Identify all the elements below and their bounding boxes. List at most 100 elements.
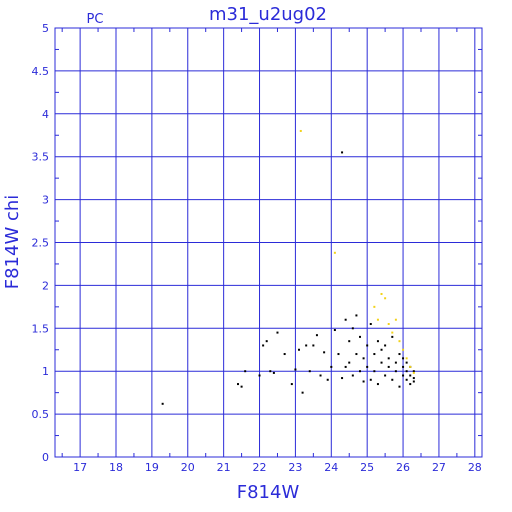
data-point-black bbox=[359, 370, 361, 373]
x-tick-label: 27 bbox=[432, 461, 446, 474]
x-tick-label: 22 bbox=[253, 461, 267, 474]
y-tick-label: 4 bbox=[42, 108, 49, 121]
data-point-black bbox=[355, 353, 358, 356]
data-point-black bbox=[161, 402, 164, 405]
x-tick-label: 17 bbox=[73, 461, 87, 474]
y-tick-label: 2.5 bbox=[32, 237, 50, 250]
y-tick-label: 3.5 bbox=[32, 151, 50, 164]
data-point-black bbox=[402, 365, 405, 368]
data-point-black bbox=[344, 318, 347, 321]
chart-title: m31_u2ug02 bbox=[209, 4, 327, 25]
data-point-black bbox=[305, 344, 308, 347]
y-tick-label: 0.5 bbox=[32, 408, 50, 421]
data-point-black bbox=[344, 365, 347, 368]
data-point-black bbox=[351, 374, 354, 377]
data-point-black bbox=[387, 357, 390, 360]
data-point-black bbox=[341, 151, 344, 154]
x-tick-label: 25 bbox=[360, 461, 374, 474]
data-point-black bbox=[283, 353, 286, 356]
data-point-black bbox=[376, 383, 379, 386]
data-point-black bbox=[394, 361, 397, 364]
y-tick-label: 1.5 bbox=[32, 322, 50, 335]
x-tick-label: 19 bbox=[145, 461, 159, 474]
data-point-black bbox=[337, 353, 340, 356]
data-point-black bbox=[330, 365, 333, 368]
y-tick-label: 2 bbox=[42, 279, 49, 292]
data-point-black bbox=[405, 378, 408, 381]
data-point-black bbox=[323, 351, 326, 354]
data-point-black bbox=[387, 365, 390, 368]
data-point-black bbox=[301, 391, 304, 394]
data-point-black bbox=[409, 383, 412, 386]
data-point-black bbox=[240, 385, 243, 388]
data-point-black bbox=[402, 357, 405, 360]
data-point-black bbox=[262, 344, 265, 347]
data-point-yellow bbox=[412, 371, 415, 374]
data-point-yellow bbox=[394, 318, 397, 321]
data-point-yellow bbox=[402, 348, 405, 351]
data-point-black bbox=[366, 344, 369, 347]
data-point-black bbox=[258, 374, 261, 377]
data-point-yellow bbox=[387, 323, 390, 326]
data-point-black bbox=[237, 383, 239, 386]
data-point-black bbox=[348, 340, 351, 343]
data-point-black bbox=[362, 380, 365, 383]
data-point-black bbox=[369, 323, 372, 326]
x-tick-label: 23 bbox=[288, 461, 302, 474]
data-point-black bbox=[412, 377, 415, 380]
data-point-black bbox=[362, 357, 365, 360]
data-point-black bbox=[373, 353, 376, 356]
x-tick-label: 18 bbox=[109, 461, 123, 474]
x-tick-label: 24 bbox=[324, 461, 338, 474]
x-tick-label: 21 bbox=[217, 461, 231, 474]
data-point-yellow bbox=[409, 365, 412, 368]
data-point-black bbox=[294, 368, 297, 371]
data-point-black bbox=[359, 335, 361, 338]
data-point-black bbox=[402, 374, 405, 377]
data-point-black bbox=[384, 374, 387, 377]
data-point-yellow bbox=[384, 297, 387, 300]
x-tick-label: 26 bbox=[396, 461, 410, 474]
data-point-black bbox=[315, 334, 318, 337]
data-point-black bbox=[326, 378, 329, 381]
data-point-black bbox=[398, 385, 401, 388]
data-point-black bbox=[394, 370, 397, 373]
data-point-black bbox=[412, 380, 415, 383]
data-point-black bbox=[351, 327, 354, 330]
data-point-black bbox=[405, 361, 408, 364]
x-tick-label: 28 bbox=[468, 461, 482, 474]
x-axis-label: F814W bbox=[237, 482, 300, 503]
data-point-black bbox=[298, 348, 300, 351]
data-point-black bbox=[308, 370, 311, 373]
data-point-black bbox=[269, 370, 272, 373]
data-point-black bbox=[244, 370, 247, 373]
data-point-black bbox=[319, 374, 322, 377]
data-point-black bbox=[272, 371, 275, 374]
y-tick-label: 3 bbox=[42, 194, 49, 207]
data-point-black bbox=[276, 331, 279, 334]
data-point-black bbox=[376, 340, 379, 343]
data-point-black bbox=[405, 370, 408, 373]
data-point-black bbox=[380, 361, 383, 364]
data-point-yellow bbox=[373, 305, 376, 308]
chart-subtitle: PC bbox=[87, 12, 104, 27]
data-point-black bbox=[398, 353, 401, 356]
data-point-black bbox=[380, 348, 383, 351]
data-point-black bbox=[312, 344, 315, 347]
data-point-yellow bbox=[380, 292, 383, 295]
y-tick-label: 0 bbox=[42, 451, 49, 464]
data-point-yellow bbox=[391, 331, 394, 334]
x-tick-label: 20 bbox=[181, 461, 195, 474]
data-point-black bbox=[409, 374, 412, 377]
data-point-black bbox=[355, 314, 358, 317]
data-point-yellow bbox=[405, 357, 408, 360]
data-point-black bbox=[290, 383, 293, 386]
data-point-black bbox=[412, 370, 415, 373]
y-tick-label: 4.5 bbox=[32, 65, 50, 78]
y-tick-label: 1 bbox=[42, 365, 49, 378]
data-point-black bbox=[265, 340, 268, 343]
data-point-black bbox=[369, 378, 372, 381]
data-point-yellow bbox=[398, 340, 401, 343]
y-axis-label: F814W chi bbox=[2, 195, 23, 290]
